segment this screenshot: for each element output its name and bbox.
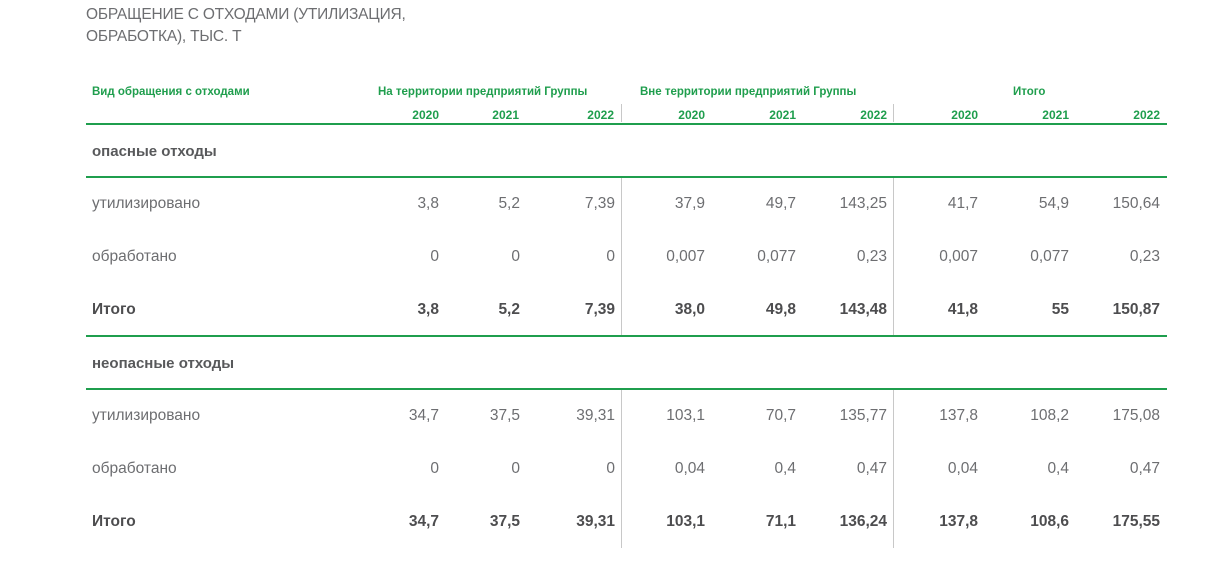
column-divider <box>621 390 622 548</box>
table-cell: 0,007 <box>666 248 705 265</box>
year-header: 2021 <box>492 108 519 122</box>
row-label: обработано <box>92 460 177 477</box>
year-header: 2020 <box>412 108 439 122</box>
year-header: 2022 <box>587 108 614 122</box>
table-cell: 0,23 <box>1129 248 1160 265</box>
table-cell: 136,24 <box>839 513 887 530</box>
row-label: обработано <box>92 248 177 265</box>
year-header: 2022 <box>860 108 887 122</box>
table-cell: 175,08 <box>1112 407 1160 424</box>
table-cell: 3,8 <box>417 301 439 318</box>
row-label: Итого <box>92 301 136 318</box>
table-cell: 143,48 <box>839 301 887 318</box>
table-cell: 108,2 <box>1030 407 1069 424</box>
section-rule <box>86 335 1167 337</box>
column-divider <box>893 178 894 335</box>
column-divider <box>621 178 622 335</box>
total-row: Итого 3,8 5,2 7,39 38,0 49,8 143,48 41,8… <box>86 301 1167 321</box>
table-cell: 150,87 <box>1112 301 1160 318</box>
table-cell: 0,47 <box>1129 460 1160 477</box>
table-cell: 103,1 <box>666 513 705 530</box>
table-cell: 38,0 <box>674 301 705 318</box>
column-header-waste-type: Вид обращения с отходами <box>92 86 250 98</box>
section-title-hazardous: опасные отходы <box>92 143 217 160</box>
header-rule <box>86 123 1167 125</box>
title-line-1: ОБРАЩЕНИЕ С ОТХОДАМИ (УТИЛИЗАЦИЯ, <box>86 6 406 23</box>
table-cell: 0,47 <box>856 460 887 477</box>
table-cell: 175,55 <box>1112 513 1160 530</box>
table-cell: 37,5 <box>489 407 520 424</box>
group-header-total: Итого <box>1013 86 1046 98</box>
table-cell: 0,077 <box>1030 248 1069 265</box>
table-cell: 103,1 <box>666 407 705 424</box>
table-cell: 37,5 <box>489 513 520 530</box>
column-divider <box>621 104 622 122</box>
table-cell: 137,8 <box>939 513 978 530</box>
section-rule <box>86 176 1167 178</box>
table-cell: 41,8 <box>947 301 978 318</box>
table-cell: 49,7 <box>765 195 796 212</box>
table-cell: 3,8 <box>417 195 439 212</box>
table-cell: 34,7 <box>408 407 439 424</box>
table-cell: 41,7 <box>947 195 978 212</box>
table-row: обработано 0 0 0 0,04 0,4 0,47 0,04 0,4 … <box>86 460 1167 480</box>
table-cell: 70,7 <box>765 407 796 424</box>
table-cell: 0,007 <box>939 248 978 265</box>
row-label: утилизировано <box>92 195 201 212</box>
table-title: ОБРАЩЕНИЕ С ОТХОДАМИ (УТИЛИЗАЦИЯ, ОБРАБО… <box>86 4 506 48</box>
year-header: 2021 <box>1042 108 1069 122</box>
table-cell: 34,7 <box>408 513 439 530</box>
section-rule <box>86 388 1167 390</box>
column-divider <box>893 390 894 548</box>
table-cell: 7,39 <box>584 301 615 318</box>
table-cell: 0,077 <box>757 248 796 265</box>
table-cell: 150,64 <box>1112 195 1160 212</box>
total-row: Итого 34,7 37,5 39,31 103,1 71,1 136,24 … <box>86 513 1167 533</box>
table-cell: 71,1 <box>765 513 796 530</box>
table-cell: 54,9 <box>1038 195 1069 212</box>
table-cell: 0 <box>430 460 439 477</box>
table-cell: 0 <box>606 460 615 477</box>
table-cell: 0,4 <box>1047 460 1069 477</box>
table-cell: 0 <box>430 248 439 265</box>
year-header: 2020 <box>678 108 705 122</box>
table-cell: 0,04 <box>674 460 705 477</box>
year-header: 2021 <box>769 108 796 122</box>
section-title-non-hazardous: неопасные отходы <box>92 355 235 372</box>
table-cell: 137,8 <box>939 407 978 424</box>
table-cell: 49,8 <box>765 301 796 318</box>
table-cell: 143,25 <box>839 195 887 212</box>
table-cell: 5,2 <box>498 301 520 318</box>
column-divider <box>893 104 894 122</box>
table-row: утилизировано 34,7 37,5 39,31 103,1 70,7… <box>86 407 1167 427</box>
table-cell: 5,2 <box>498 195 520 212</box>
table-cell: 135,77 <box>839 407 887 424</box>
table-row: утилизировано 3,8 5,2 7,39 37,9 49,7 143… <box>86 195 1167 215</box>
row-label: утилизировано <box>92 407 201 424</box>
table-cell: 39,31 <box>576 513 615 530</box>
group-header-off-site: Вне территории предприятий Группы <box>640 86 857 98</box>
table-cell: 55 <box>1051 301 1069 318</box>
row-label: Итого <box>92 513 136 530</box>
title-line-2: ОБРАБОТКА), ТЫС. Т <box>86 28 242 45</box>
table-cell: 0 <box>606 248 615 265</box>
table-cell: 7,39 <box>584 195 615 212</box>
table-cell: 0,04 <box>947 460 978 477</box>
table-cell: 108,6 <box>1030 513 1069 530</box>
table-cell: 0 <box>511 460 520 477</box>
table-cell: 0 <box>511 248 520 265</box>
table-cell: 37,9 <box>674 195 705 212</box>
year-header: 2020 <box>951 108 978 122</box>
table-cell: 0,23 <box>856 248 887 265</box>
group-header-on-site: На территории предприятий Группы <box>378 86 588 98</box>
year-header: 2022 <box>1133 108 1160 122</box>
table-cell: 0,4 <box>774 460 796 477</box>
table-row: обработано 0 0 0 0,007 0,077 0,23 0,007 … <box>86 248 1167 268</box>
table-cell: 39,31 <box>576 407 615 424</box>
